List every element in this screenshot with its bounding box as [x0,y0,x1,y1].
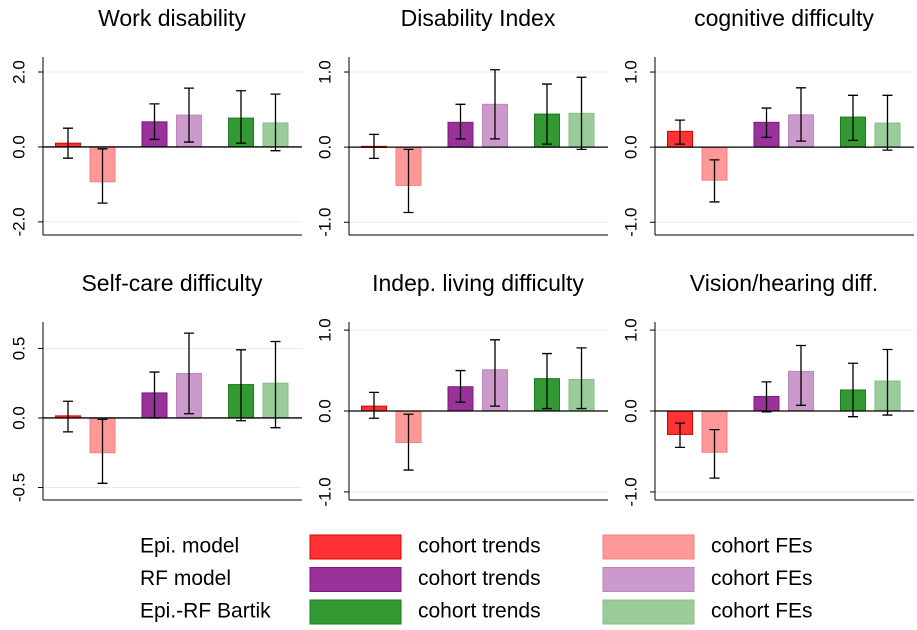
error-bar [403,413,414,471]
error-bar [761,107,772,139]
panel-title: Work disability [98,5,246,31]
error-bar [63,127,73,159]
error-bar [882,94,893,151]
error-bar [97,148,108,204]
legend-label: cohort trends [418,567,541,590]
y-tick-label: -1.0 [315,208,334,237]
error-bar [369,133,379,160]
error-bar [761,381,772,413]
error-bar [270,340,281,429]
legend-swatch [309,534,402,560]
y-tick-label: 1.0 [315,60,334,84]
error-bar [236,90,246,144]
error-bar [796,344,806,406]
error-bar [542,83,552,145]
legend-label: cohort FEs [711,535,813,558]
y-tick-label: 1.0 [621,60,640,84]
error-bar [675,422,685,449]
error-bar [97,418,108,484]
y-tick-label: 0.0 [315,399,334,423]
legend-swatch [309,599,402,625]
error-bar [542,352,552,410]
legend-swatch [309,567,402,592]
legend-label: cohort trends [418,600,541,623]
y-tick-label: -0.5 [9,473,28,502]
panel-title: Disability Index [401,5,556,31]
y-tick-label: -2.0 [9,207,28,236]
y-tick-label: 0.0 [621,135,640,159]
legend-swatch [602,567,695,592]
panel-title: Self-care difficulty [81,270,263,296]
legend-label: cohort trends [418,535,541,558]
error-bar [576,347,587,410]
y-tick-label: 1.0 [315,318,334,342]
error-bar [149,103,160,141]
y-tick-label: 0.0 [9,406,28,430]
error-bar [848,94,858,142]
legend-group: Epi. model [140,535,239,558]
y-tick-label: 0.0 [621,399,640,423]
y-tick-label: 0.0 [9,135,28,159]
legend-group: Epi.-RF Bartik [140,600,271,623]
error-bar [709,159,720,203]
error-bar [675,119,685,145]
error-bar [403,148,414,214]
error-bar [184,87,194,143]
error-bar [369,391,379,419]
y-tick-label: 1.0 [621,318,640,342]
error-bar [455,369,466,403]
panel-title: Indep. living difficulty [372,270,584,296]
error-bar [709,428,720,479]
y-tick-label: 0.5 [9,337,28,361]
error-bar [270,93,281,152]
panel-title: Vision/hearing diff. [690,270,878,296]
legend-swatch [602,534,695,560]
error-bar [848,362,858,418]
y-tick-label: -1.0 [621,477,640,506]
legend-swatch [602,599,695,625]
y-tick-label: -1.0 [621,208,640,237]
legend-group: RF model [140,567,231,590]
panel-title: cognitive difficulty [694,5,874,31]
legend-label: cohort FEs [711,567,813,590]
error-bar [490,69,500,140]
y-tick-label: 2.0 [9,60,28,84]
error-bar [576,76,587,151]
y-tick-label: -1.0 [315,477,334,506]
error-bar [882,348,893,416]
error-bar [490,339,500,407]
legend-label: cohort FEs [711,600,813,623]
error-bar [63,400,73,433]
error-bar [236,349,246,422]
error-bar [455,103,466,140]
error-bar [184,332,194,415]
y-tick-label: 0.0 [315,135,334,159]
error-bar [796,87,806,142]
